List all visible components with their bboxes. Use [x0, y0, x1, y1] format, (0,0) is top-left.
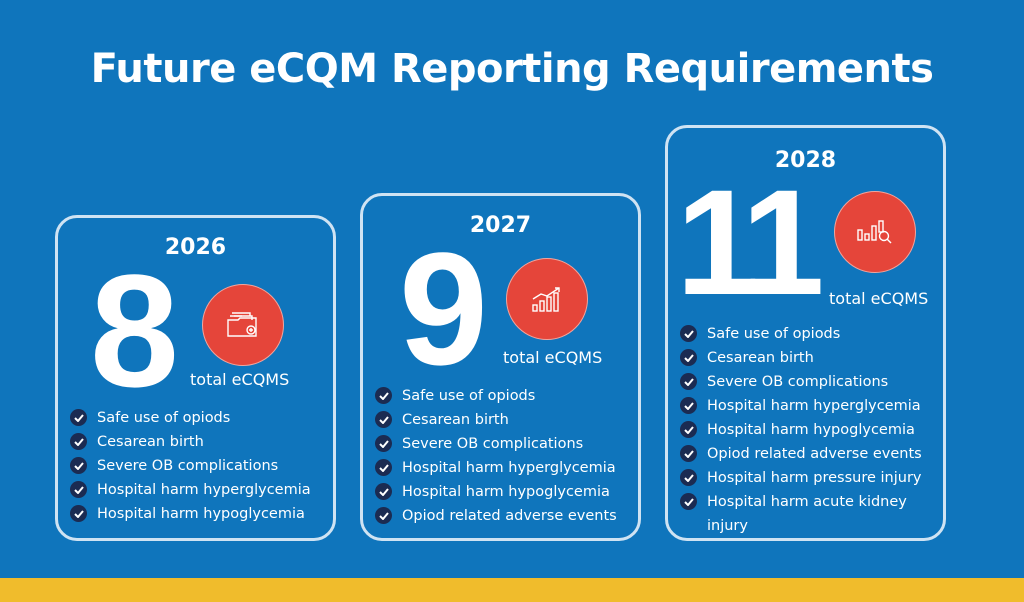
list-item: Hospital harm hyperglycemia: [375, 456, 632, 480]
check-icon: [70, 433, 87, 450]
check-icon: [680, 325, 697, 342]
measure-list: Safe use of opiods Cesarean birth Severe…: [70, 406, 327, 526]
check-icon: [70, 505, 87, 522]
list-item: Hospital harm hypoglycemia: [680, 418, 937, 442]
check-icon: [375, 483, 392, 500]
list-item: Cesarean birth: [680, 346, 937, 370]
list-item: Cesarean birth: [375, 408, 632, 432]
card-count: 8: [90, 241, 179, 420]
check-icon: [680, 373, 697, 390]
chart-search-icon: [834, 191, 916, 273]
list-item: Hospital harm hyperglycemia: [70, 478, 327, 502]
list-item: Opiod related adverse events: [680, 442, 937, 466]
list-item: Hospital harm acute kidney injury: [680, 490, 937, 538]
list-item: Hospital harm hyperglycemia: [680, 394, 937, 418]
measure-list: Safe use of opiods Cesarean birth Severe…: [375, 384, 632, 528]
check-icon: [680, 445, 697, 462]
check-icon: [375, 459, 392, 476]
check-icon: [680, 397, 697, 414]
card-count: 11: [676, 158, 825, 326]
card-count: 9: [399, 219, 488, 398]
list-item: Opiod related adverse events: [375, 504, 632, 528]
check-icon: [70, 481, 87, 498]
check-icon: [680, 469, 697, 486]
check-icon: [375, 435, 392, 452]
card-year: 2026: [164, 235, 227, 260]
card-unit: total eCQMS: [829, 289, 929, 308]
check-icon: [680, 493, 697, 510]
check-icon: [70, 457, 87, 474]
check-icon: [680, 349, 697, 366]
check-icon: [680, 421, 697, 438]
list-item: Hospital harm pressure injury: [680, 466, 937, 490]
list-item: Safe use of opiods: [680, 322, 937, 346]
footer-band: [0, 578, 1024, 602]
page-title: Future eCQM Reporting Requirements: [90, 46, 934, 92]
list-item: Severe OB complications: [70, 454, 327, 478]
list-item: Hospital harm hypoglycemia: [375, 480, 632, 504]
list-item: Severe OB complications: [375, 432, 632, 456]
check-icon: [375, 411, 392, 428]
card-year: 2027: [469, 213, 532, 238]
card-unit: total eCQMS: [190, 370, 290, 389]
list-item: Hospital harm hypoglycemia: [70, 502, 327, 526]
list-item: Cesarean birth: [70, 430, 327, 454]
list-item: Safe use of opiods: [375, 384, 632, 408]
check-icon: [70, 409, 87, 426]
card-2028: 2028 11 total eCQMS Safe use of opiods C…: [665, 125, 946, 541]
card-year: 2028: [774, 148, 837, 173]
folder-icon: [202, 284, 284, 366]
check-icon: [375, 387, 392, 404]
check-icon: [375, 507, 392, 524]
list-item: Safe use of opiods: [70, 406, 327, 430]
card-unit: total eCQMS: [503, 348, 603, 367]
measure-list: Safe use of opiods Cesarean birth Severe…: [680, 322, 937, 538]
card-2026: 2026 8 total eCQMS Safe use of opiods Ce…: [55, 215, 336, 541]
card-2027: 2027 9 total eCQMS Safe use of opiods Ce…: [360, 193, 641, 541]
list-item: Severe OB complications: [680, 370, 937, 394]
growth-chart-icon: [506, 258, 588, 340]
